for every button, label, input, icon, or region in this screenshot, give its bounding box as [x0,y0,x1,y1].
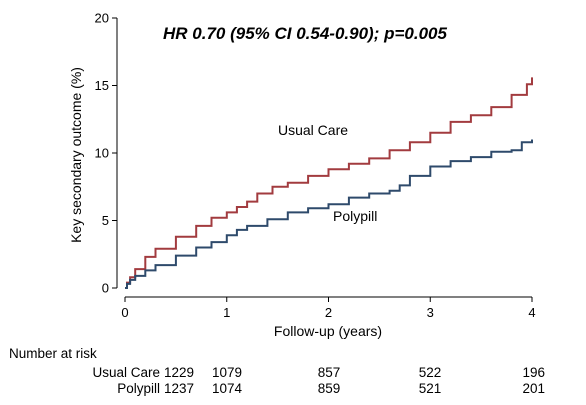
x-tick-label: 0 [121,305,128,320]
series-label-polypill: Polypill [333,208,377,224]
y-tick-label: 15 [95,78,109,93]
x-tick-label: 2 [325,305,332,320]
y-tick-label: 10 [95,146,109,161]
y-tick-label: 0 [102,281,109,296]
x-tick-label: 4 [528,305,535,320]
y-tick-label: 5 [102,213,109,228]
risk-table: Usual Care Polypill 1229 1079 857 522 19… [92,365,545,396]
series-label-usual-care: Usual Care [278,122,348,138]
risk-value: 1079 [212,365,242,380]
risk-row-label-polypill: Polypill [117,381,160,396]
x-axis-title: Follow-up (years) [274,323,382,339]
risk-value: 1229 [164,365,194,380]
risk-value: 521 [419,381,442,396]
risk-value: 857 [318,365,341,380]
y-axis-title: Key secondary outcome (%) [68,67,84,243]
series-line-usual-care [125,77,533,289]
risk-row-label-usual-care: Usual Care [92,365,160,380]
risk-value: 201 [522,381,545,396]
axes: 0 5 10 15 20 0 1 2 3 4 [95,11,536,321]
hazard-ratio-annotation: HR 0.70 (95% CI 0.54-0.90); p=0.005 [163,24,447,43]
risk-value: 1237 [164,381,194,396]
risk-value: 859 [318,381,341,396]
risk-table-heading: Number at risk [9,346,97,361]
series-line-polypill [125,139,533,289]
x-tick-label: 1 [223,305,230,320]
series-group [125,77,533,289]
risk-value: 1074 [212,381,243,396]
x-tick-label: 3 [427,305,434,320]
y-tick-label: 20 [95,11,109,26]
risk-value: 522 [419,365,442,380]
risk-value: 196 [522,365,545,380]
